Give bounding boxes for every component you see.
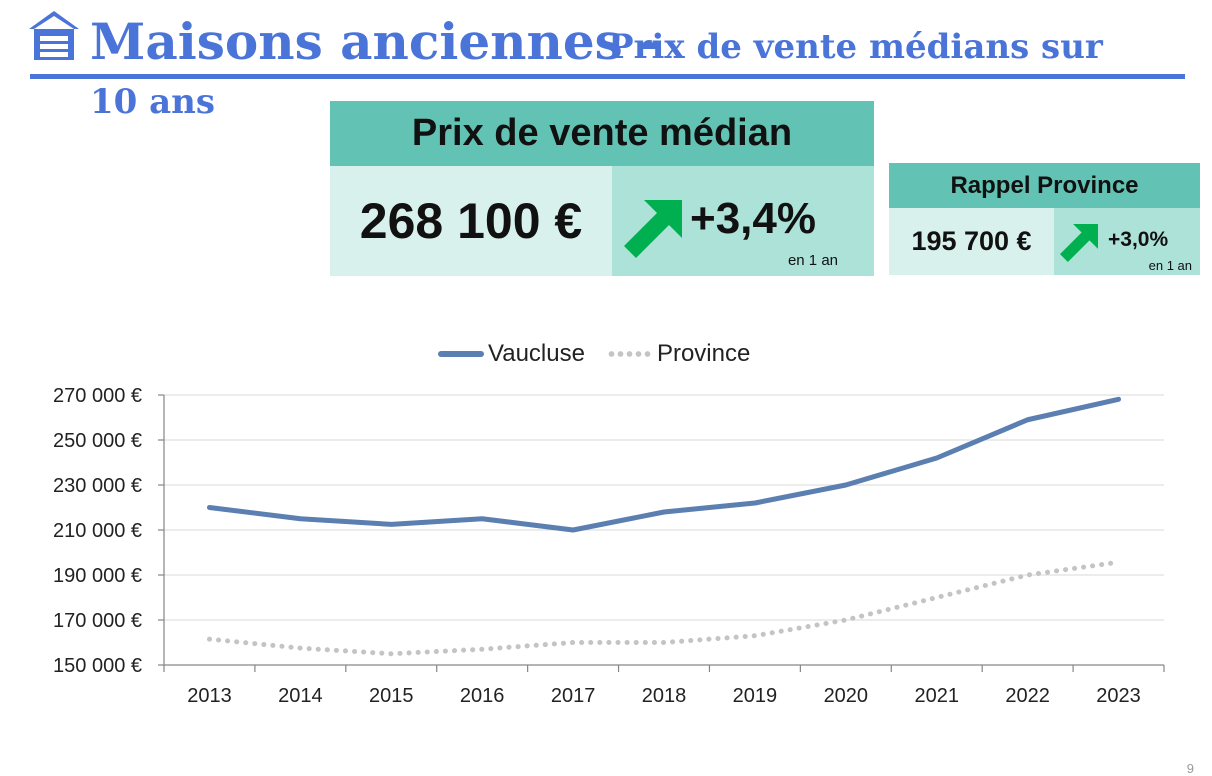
data-point-province (298, 646, 303, 651)
house-icon (29, 11, 79, 60)
province-heading: Rappel Province (889, 163, 1200, 208)
y-tick-label: 190 000 € (53, 565, 142, 587)
y-tick-label: 210 000 € (53, 520, 142, 542)
data-point-province (389, 651, 394, 656)
y-tick-label: 250 000 € (53, 430, 142, 452)
kpi-period: en 1 an (787, 252, 838, 269)
legend-item-vaucluse: Vaucluse (438, 340, 585, 368)
data-point-vaucluse (1025, 417, 1030, 422)
y-tick-label: 170 000 € (53, 610, 142, 632)
line-chart: 150 000 € 170 000 € 190 000 € 210 000 € 230 … (53, 385, 1165, 707)
series-line-vaucluse (206, 396, 1122, 533)
legend-label-province: Province (656, 340, 751, 367)
arrow-up-right-icon (624, 200, 682, 258)
data-point-vaucluse (571, 528, 576, 533)
x-tick-label: 2023 (1096, 685, 1141, 707)
data-point-province (934, 595, 939, 600)
data-point-vaucluse (843, 483, 848, 488)
province-period: en 1 an (1148, 258, 1192, 273)
page-number: 9 (1186, 761, 1194, 776)
data-point-province (662, 640, 667, 645)
title-divider (30, 74, 1185, 79)
data-point-vaucluse (934, 456, 939, 461)
page-subtitle: Prix de vente médians sur (608, 27, 1103, 67)
kpi-change-box: +3,4% en 1 an (612, 166, 874, 276)
data-point-province (207, 637, 212, 642)
province-change-value: +3,0% (1108, 228, 1169, 251)
x-tick-label: 2014 (278, 685, 323, 707)
series-line-province (206, 559, 1122, 657)
kpi-median-price: 268 100 € (330, 166, 612, 276)
province-median-price: 195 700 € (889, 208, 1054, 275)
x-tick-label: 2015 (369, 685, 414, 707)
kpi-change-value: +3,4% (690, 194, 816, 243)
x-tick-label: 2017 (551, 685, 596, 707)
data-point-province (1116, 560, 1121, 565)
y-tick-label: 230 000 € (53, 475, 142, 497)
x-tick-label: 2021 (914, 685, 959, 707)
arrow-up-right-icon (1060, 224, 1098, 262)
data-point-vaucluse (207, 505, 212, 510)
x-tick-label: 2018 (642, 685, 687, 707)
page-title: Maisons anciennes - (90, 12, 661, 71)
data-point-vaucluse (298, 516, 303, 521)
y-tick-label: 150 000 € (53, 655, 142, 677)
data-point-province (843, 618, 848, 623)
data-point-vaucluse (662, 510, 667, 515)
legend-item-province: Province (606, 340, 751, 368)
page-subtitle-line2: 10 ans (90, 82, 216, 122)
y-tick-label: 270 000 € (53, 385, 142, 407)
legend-swatch-vaucluse (438, 351, 484, 357)
legend-swatch-province (606, 351, 653, 357)
x-tick-label: 2013 (187, 685, 232, 707)
data-point-vaucluse (480, 516, 485, 521)
province-change-box: +3,0% en 1 an (1054, 208, 1200, 275)
legend-label-vaucluse: Vaucluse (488, 340, 585, 367)
x-tick-label: 2016 (460, 685, 505, 707)
data-point-vaucluse (389, 522, 394, 527)
data-point-province (752, 633, 757, 638)
kpi-heading: Prix de vente médian (330, 101, 874, 166)
x-tick-label: 2020 (824, 685, 869, 707)
x-tick-label: 2019 (733, 685, 778, 707)
data-point-province (480, 647, 485, 652)
data-point-vaucluse (1116, 397, 1121, 402)
chart-legend: Vaucluse Province (438, 338, 772, 370)
data-point-province (571, 640, 576, 645)
x-tick-label: 2022 (1005, 685, 1050, 707)
data-point-province (1025, 573, 1030, 578)
data-point-vaucluse (752, 501, 757, 506)
